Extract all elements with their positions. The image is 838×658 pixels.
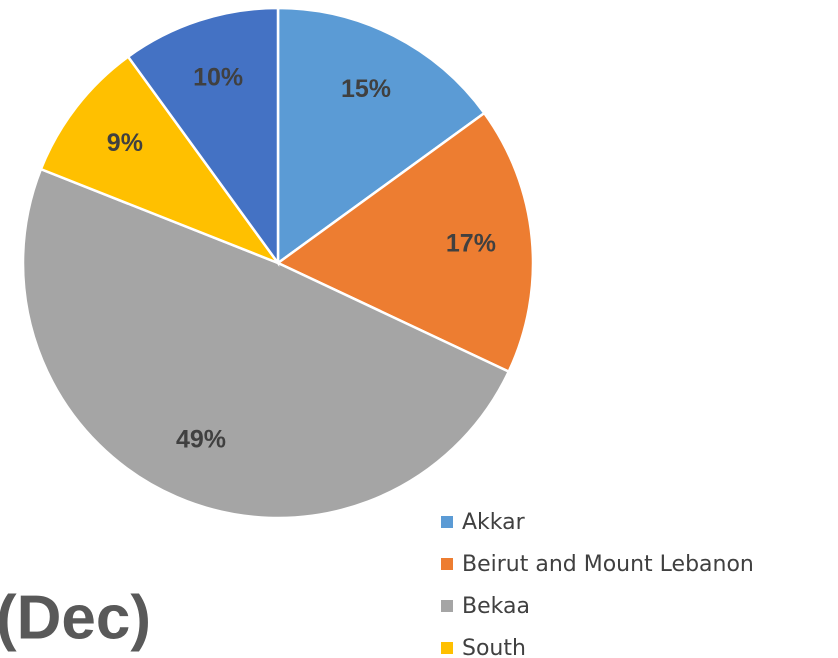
pie-slice (275, 111, 535, 374)
legend-label: Bekaa (462, 594, 530, 619)
legend-swatch (441, 558, 453, 570)
pie-slice (21, 167, 511, 520)
legend-swatch (441, 516, 453, 528)
data-label: 49% (176, 425, 226, 453)
data-label: 17% (446, 229, 496, 257)
legend-label: South (462, 636, 526, 658)
legend-swatch (441, 642, 453, 654)
data-label: 9% (107, 129, 143, 157)
data-label: 15% (341, 75, 391, 103)
legend-label: Akkar (462, 510, 526, 535)
pie-slice (126, 6, 280, 267)
data-label: 10% (193, 63, 243, 91)
pie-slice (276, 6, 487, 266)
pie-slice (39, 54, 282, 266)
legend-label: Beirut and Mount Lebanon (462, 552, 754, 577)
annotation: (Dec) (0, 583, 151, 652)
legend-swatch (441, 600, 453, 612)
